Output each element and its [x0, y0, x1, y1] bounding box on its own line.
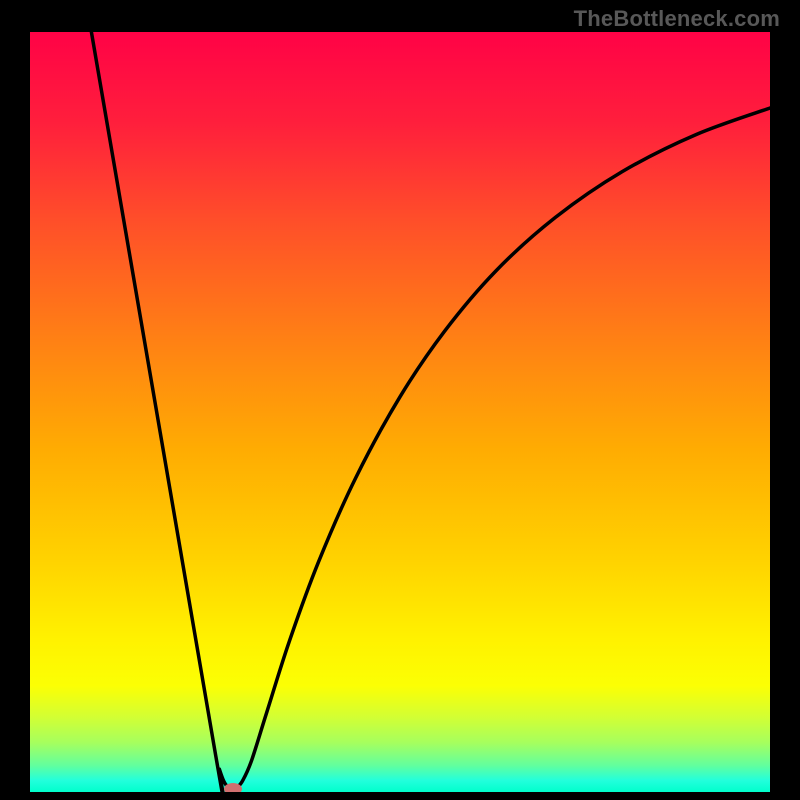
bottleneck-curve [30, 32, 770, 792]
plot-area [30, 32, 770, 792]
chart-frame: TheBottleneck.com [0, 0, 800, 800]
watermark-text: TheBottleneck.com [574, 6, 780, 32]
optimum-marker [224, 783, 242, 792]
